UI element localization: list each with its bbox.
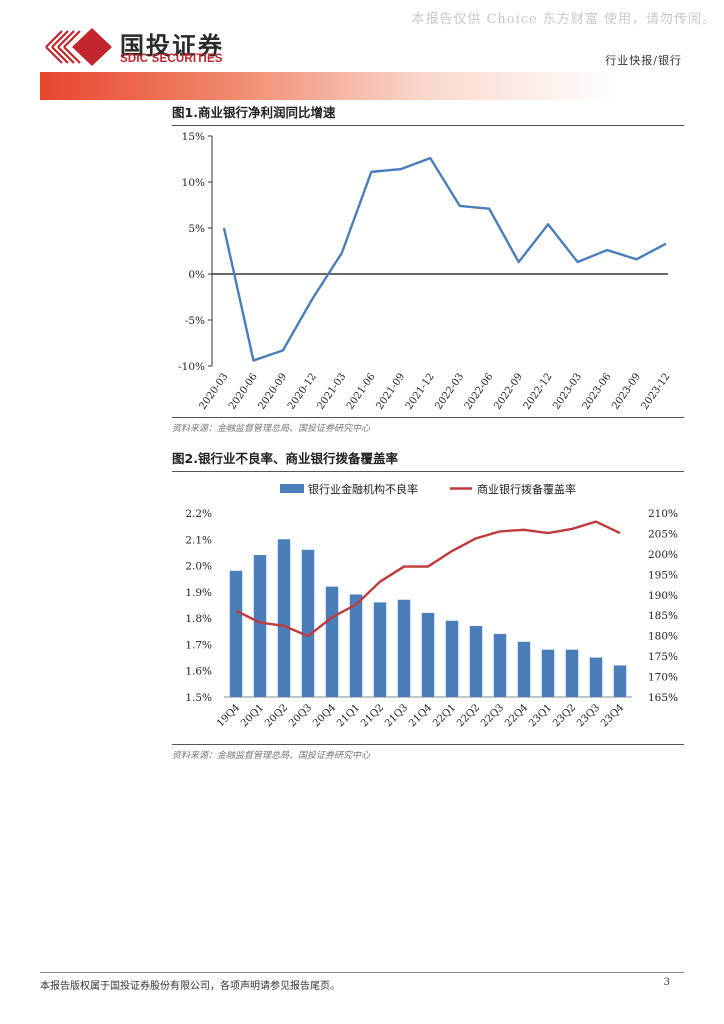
x-tick-label: 2022-06	[463, 371, 496, 411]
y-left-tick-label: 2.1%	[185, 534, 212, 546]
x-tick-label: 2023-09	[610, 371, 643, 411]
x-tick-label: 20Q2	[263, 702, 290, 729]
x-tick-label: 2020-03	[198, 371, 231, 411]
x-tick-label: 21Q2	[359, 702, 386, 729]
x-tick-label: 2023-12	[640, 371, 673, 411]
y-left-tick-label: 1.9%	[185, 587, 212, 599]
y-tick-label: 0%	[188, 269, 205, 281]
x-tick-label: 23Q1	[527, 702, 554, 729]
x-tick-label: 21Q3	[383, 702, 410, 729]
y-right-tick-label: 205%	[648, 528, 678, 540]
npl-bar	[277, 539, 291, 697]
x-tick-label: 2021-09	[374, 371, 407, 411]
brand-name-en: SDIC SECURITIES	[120, 53, 223, 65]
x-tick-label: 22Q1	[431, 702, 458, 729]
brand-name-cn: 国投证券	[120, 32, 224, 60]
x-tick-label: 2022-09	[492, 371, 525, 411]
x-tick-label: 20Q3	[287, 702, 314, 729]
npl-bar	[469, 626, 483, 697]
y-left-tick-label: 1.7%	[185, 639, 212, 651]
footer-disclaimer: 本报告版权属于国投证券股份有限公司，各项声明请参见报告尾页。	[40, 981, 340, 992]
diamond-logo-icon	[45, 28, 112, 66]
figure1-title: 图1.商业银行净利润同比增速	[172, 102, 684, 126]
x-tick-label: 20Q4	[311, 702, 338, 729]
net-profit-growth-line	[222, 156, 667, 362]
y-left-tick-label: 2.2%	[185, 508, 212, 520]
y-right-tick-label: 200%	[648, 549, 678, 561]
figure1-source: 资料来源：金融监督管理总局、国投证券研究中心	[172, 417, 684, 434]
x-tick-label: 2022-03	[433, 371, 466, 411]
figure1-line-chart: 15%10%5%0%-5%-10%2020-032020-062020-0920…	[178, 131, 673, 412]
x-tick-label: 21Q4	[407, 702, 434, 729]
npl-bar	[541, 649, 555, 697]
y-right-tick-label: 165%	[648, 692, 678, 704]
npl-bar	[493, 633, 507, 697]
y-right-tick-label: 170%	[648, 672, 678, 684]
y-left-tick-label: 1.6%	[185, 666, 212, 678]
npl-bar	[565, 649, 579, 697]
x-tick-label: 19Q4	[215, 702, 242, 729]
header-gradient-band	[40, 72, 684, 100]
watermark: 本报告仅供 Choice 东方财富 使用，请勿传阅。	[411, 12, 716, 27]
npl-bar	[517, 641, 531, 697]
npl-bar	[445, 620, 459, 697]
x-tick-label: 23Q3	[575, 702, 602, 729]
x-tick-label: 2021-03	[315, 371, 348, 411]
legend-label-coverage: 商业银行拨备覆盖率	[477, 482, 576, 496]
x-tick-label: 21Q1	[335, 702, 362, 729]
x-tick-label: 2023-06	[581, 371, 614, 411]
npl-bar	[397, 599, 411, 697]
x-tick-label: 22Q2	[455, 702, 482, 729]
y-tick-label: 5%	[188, 223, 205, 235]
figure2-source: 资料来源：金融监督管理总局、国投证券研究中心	[172, 744, 684, 761]
y-left-tick-label: 1.8%	[185, 613, 212, 625]
legend-label-npl: 银行业金融机构不良率	[308, 482, 418, 496]
npl-bar	[421, 612, 435, 697]
x-tick-label: 2022-12	[522, 371, 555, 411]
brand-logo: 国投证券 SDIC SECURITIES	[40, 26, 240, 68]
x-tick-label: 2023-03	[551, 371, 584, 411]
npl-bar	[301, 549, 315, 697]
npl-bar	[229, 570, 243, 697]
x-tick-label: 22Q3	[479, 702, 506, 729]
npl-bar	[325, 586, 339, 697]
y-tick-label: 10%	[182, 177, 205, 189]
npl-bar	[373, 602, 387, 697]
npl-bar	[613, 665, 627, 697]
y-right-tick-label: 180%	[648, 631, 678, 643]
x-tick-label: 22Q4	[503, 702, 530, 729]
y-tick-label: 15%	[182, 131, 205, 143]
x-tick-label: 2020-06	[227, 371, 260, 411]
y-right-tick-label: 190%	[648, 590, 678, 602]
npl-bar	[253, 555, 267, 697]
y-left-tick-label: 2.0%	[185, 561, 212, 573]
x-tick-label: 2020-09	[257, 371, 290, 411]
y-right-tick-label: 185%	[648, 610, 678, 622]
figure2-combo-chart: 银行业金融机构不良率 商业银行拨备覆盖率 2.2% 2.1% 2.0% 1.9% 1.8% 1…	[185, 482, 678, 729]
y-left-tick-label: 1.5%	[185, 692, 212, 704]
y-right-tick-label: 195%	[648, 569, 678, 581]
x-tick-label: 23Q2	[551, 702, 578, 729]
x-tick-label: 2021-06	[345, 371, 378, 411]
footer-divider	[40, 972, 684, 973]
y-tick-label: -5%	[185, 315, 205, 327]
x-tick-label: 23Q4	[599, 702, 626, 729]
x-tick-label: 2021-12	[404, 371, 437, 411]
legend-swatch-npl	[280, 484, 304, 493]
npl-bar	[589, 657, 603, 697]
y-right-tick-label: 210%	[648, 508, 678, 520]
y-right-tick-label: 175%	[648, 651, 678, 663]
x-tick-label: 20Q1	[239, 702, 266, 729]
y-tick-label: -10%	[178, 361, 205, 373]
x-tick-label: 2020-12	[286, 371, 319, 411]
page-number: 3	[663, 977, 670, 988]
npl-bar	[349, 594, 363, 697]
figure2-title: 图2.银行业不良率、商业银行拨备覆盖率	[172, 448, 684, 472]
document-type: 行业快报/银行	[605, 54, 682, 67]
